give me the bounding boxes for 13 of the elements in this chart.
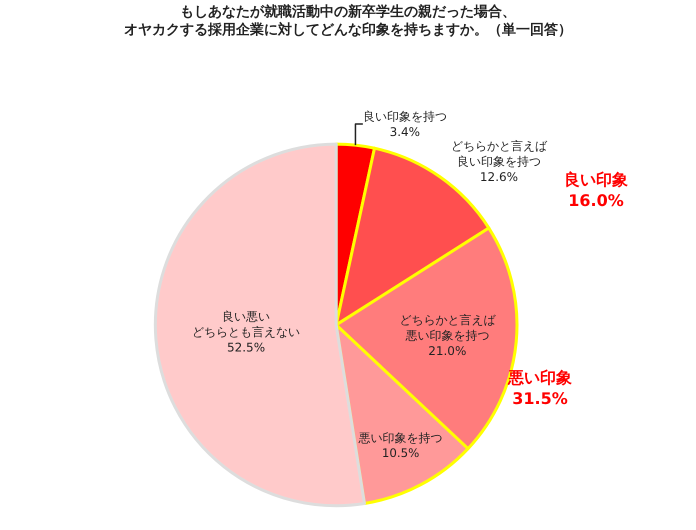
slice-label: 良い悪いどちらとも言えない bbox=[192, 309, 300, 340]
data-label: 12.6% bbox=[480, 170, 518, 184]
text: 良い印象 16.0% bbox=[564, 170, 628, 210]
slice-label: 悪い印象を持つ bbox=[358, 430, 443, 445]
data-label: 52.5% bbox=[226, 340, 266, 355]
chart-subtitle: オヤカクする採用企業に対してどんな印象を持ちますか。（単一回答） bbox=[124, 21, 572, 38]
chart-title: もしあなたが就職活動中の新卒学生の親だった場合、 bbox=[180, 2, 516, 20]
slice-label: どちらかと言えば悪い印象を持つ bbox=[399, 312, 496, 342]
data-label: 10.5% bbox=[382, 446, 420, 460]
slice-label: 良い印象を持つ bbox=[362, 109, 447, 124]
slice-label: どちらかと言えば良い印象を持つ bbox=[450, 138, 548, 168]
data-label: 3.4% bbox=[390, 124, 420, 139]
data-label: 21.0% bbox=[428, 344, 466, 358]
